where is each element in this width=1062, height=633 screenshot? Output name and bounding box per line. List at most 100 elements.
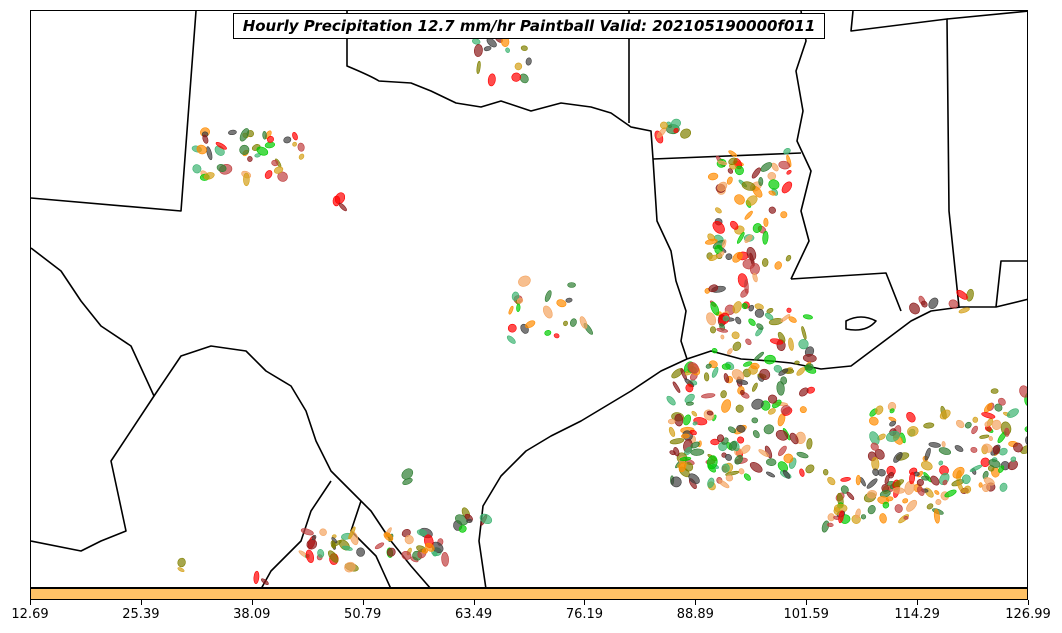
precip-blob [746, 195, 758, 206]
precip-blob [1010, 456, 1017, 462]
precip-blob [516, 297, 524, 304]
precip-blob [473, 44, 483, 57]
precip-blob [893, 452, 903, 463]
precip-blob [763, 217, 769, 227]
precip-blob [712, 221, 725, 234]
precip-blob [421, 548, 429, 554]
precip-blob [805, 363, 814, 371]
precip-blob [738, 468, 745, 475]
precip-blob [979, 434, 990, 439]
precip-blob [300, 528, 314, 536]
precip-blob [1019, 385, 1027, 398]
precip-blob [894, 504, 903, 513]
precip-blob [356, 547, 366, 557]
precip-blob [998, 465, 1005, 473]
colorbar-tick [30, 600, 31, 605]
precip-blob [239, 144, 250, 155]
precip-blob [737, 436, 745, 444]
precip-blob [717, 434, 725, 443]
colorbar-tick-label: 12.69 [11, 607, 49, 622]
precip-blob [805, 464, 815, 474]
precip-blob [763, 424, 775, 435]
map-panel [30, 10, 1028, 588]
precip-blob [999, 482, 1008, 492]
precip-blob [565, 297, 573, 303]
precip-blob [921, 475, 930, 481]
precip-blob [718, 479, 730, 489]
precip-blob [752, 430, 760, 439]
precip-blob [348, 526, 356, 540]
precip-blob [721, 463, 730, 473]
precip-blob [998, 397, 1006, 406]
precip-blob [215, 142, 227, 150]
precip-blob [799, 468, 805, 477]
precip-blob [683, 414, 692, 426]
mexico-state-line-1 [31, 395, 155, 552]
precip-blob [778, 445, 787, 457]
precip-blob [271, 159, 279, 167]
precip-blob [514, 62, 523, 71]
precip-blob [906, 411, 916, 423]
precip-blob [754, 351, 764, 361]
precip-blob [711, 348, 718, 354]
precip-blob [707, 172, 719, 181]
precip-blob [727, 168, 734, 174]
precip-blob [525, 57, 532, 66]
precip-blob [742, 361, 753, 367]
colorbar-tick [251, 600, 253, 605]
precip-blob [838, 510, 844, 524]
precip-blob [505, 47, 510, 53]
precip-blob [476, 60, 481, 74]
precip-blob [774, 261, 782, 270]
precip-blob [916, 479, 924, 487]
precip-blob [734, 194, 745, 205]
precip-blob [750, 362, 760, 370]
precip-blob [802, 314, 813, 320]
precip-blob [704, 238, 718, 245]
precip-blob [691, 410, 698, 417]
precip-blob [942, 479, 948, 486]
precip-blob [963, 485, 972, 494]
precip-blob [273, 166, 284, 174]
precip-blob [802, 353, 817, 363]
precip-blob [749, 461, 763, 473]
precip-blob [990, 388, 999, 394]
precip-blob [338, 202, 347, 212]
precip-blob [342, 545, 353, 551]
precip-blob [752, 223, 762, 233]
precip-blob [751, 167, 761, 179]
precip-blob [921, 300, 928, 308]
colorbar-tick [140, 600, 142, 605]
precip-blob [736, 424, 746, 433]
precip-blob [706, 410, 714, 416]
map-title: Hourly Precipitation 12.7 mm/hr Paintbal… [233, 13, 825, 39]
precip-blob [701, 393, 716, 399]
precip-blob [833, 507, 841, 515]
precip-blob [744, 210, 753, 220]
precip-blob [297, 142, 305, 152]
precip-blob [441, 552, 449, 567]
precip-blob [228, 129, 237, 136]
precip-blob [768, 190, 776, 196]
precip-blob [732, 341, 742, 351]
precip-blob [672, 381, 681, 393]
precip-blob [889, 420, 897, 427]
precip-blob [758, 177, 764, 186]
precip-blob [243, 172, 250, 187]
precip-blob [544, 330, 552, 336]
lake-outline [845, 316, 877, 331]
precip-blob [710, 301, 720, 316]
precip-blob [775, 430, 789, 441]
precip-blob [525, 320, 536, 329]
precip-blob [404, 535, 414, 545]
precip-blob [882, 501, 890, 509]
precip-blob [680, 433, 690, 439]
precip-blob [668, 426, 676, 437]
precip-blob [725, 474, 734, 482]
precip-blob [992, 445, 1000, 455]
precip-blob [717, 160, 728, 165]
precip-blob [762, 230, 769, 245]
precip-blob [964, 421, 972, 429]
colorbar-tick-label: 101.59 [783, 607, 829, 622]
precip-blob [972, 416, 979, 423]
